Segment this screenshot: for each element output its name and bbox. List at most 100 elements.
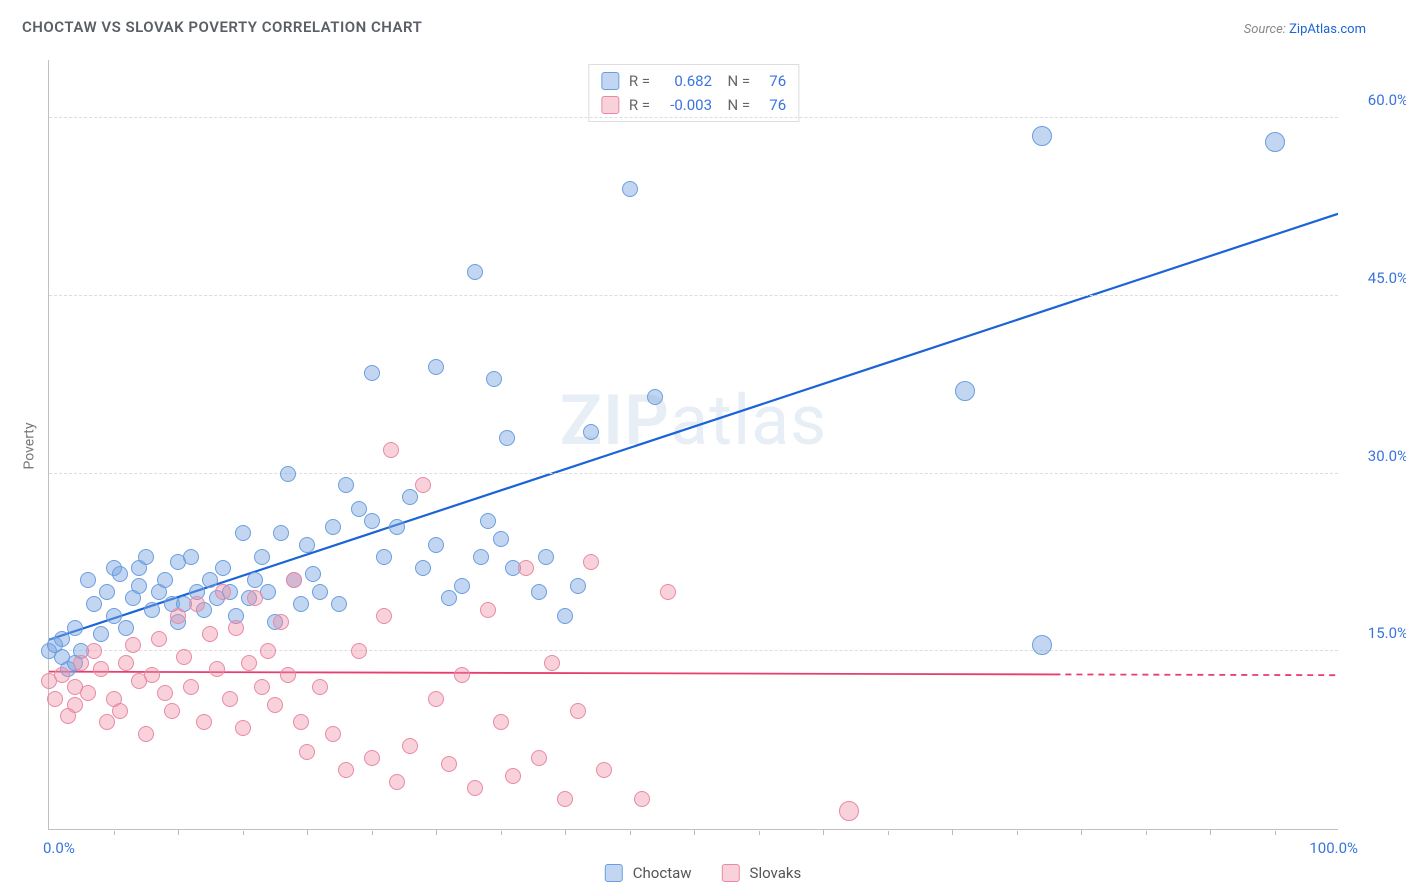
data-point [364, 513, 380, 529]
n-value: 76 [758, 69, 786, 93]
data-point [402, 489, 418, 505]
data-point [138, 549, 154, 565]
data-point [125, 637, 141, 653]
data-point [93, 661, 109, 677]
legend-swatch [722, 864, 740, 882]
data-point [112, 566, 128, 582]
data-point [273, 614, 289, 630]
source-link[interactable]: ZipAtlas.com [1289, 22, 1366, 37]
data-point [364, 365, 380, 381]
data-point [364, 750, 380, 766]
y-tick-label: 60.0% [1348, 91, 1406, 109]
data-point [428, 359, 444, 375]
gridline [49, 473, 1338, 474]
x-tick [1081, 829, 1082, 835]
data-point [544, 655, 560, 671]
data-point [376, 608, 392, 624]
y-axis-label: Poverty [22, 422, 38, 469]
x-tick [823, 829, 824, 835]
series-swatch [601, 96, 619, 114]
data-point [570, 578, 586, 594]
x-tick [1275, 831, 1276, 835]
data-point [499, 430, 515, 446]
x-tick [565, 829, 566, 835]
data-point [441, 590, 457, 606]
x-tick [759, 831, 760, 835]
data-point [1032, 126, 1052, 146]
data-point [570, 703, 586, 719]
data-point [293, 714, 309, 730]
r-value: -0.003 [658, 93, 712, 117]
chart-container: CHOCTAW VS SLOVAK POVERTY CORRELATION CH… [0, 0, 1406, 892]
data-point [293, 596, 309, 612]
data-point [376, 549, 392, 565]
data-point [538, 549, 554, 565]
gridline [49, 295, 1338, 296]
legend-swatch [605, 864, 623, 882]
stat-label: R = [629, 69, 650, 93]
x-tick [501, 831, 502, 835]
data-point [596, 762, 612, 778]
data-point [441, 756, 457, 772]
data-point [480, 513, 496, 529]
legend-item: Choctaw [605, 864, 692, 882]
data-point [647, 389, 663, 405]
data-point [254, 679, 270, 695]
data-point [247, 572, 263, 588]
data-point [351, 501, 367, 517]
data-point [583, 424, 599, 440]
data-point [280, 466, 296, 482]
data-point [486, 371, 502, 387]
x-tick [952, 829, 953, 835]
data-point [493, 531, 509, 547]
data-point [557, 608, 573, 624]
data-point [157, 572, 173, 588]
stats-row: R =-0.003 N =76 [601, 93, 786, 117]
data-point [170, 608, 186, 624]
x-tick [436, 829, 437, 835]
data-point [1032, 635, 1052, 655]
stat-label: R = [629, 93, 650, 117]
data-point [467, 780, 483, 796]
data-point [235, 525, 251, 541]
data-point [286, 572, 302, 588]
data-point [389, 774, 405, 790]
data-point [473, 549, 489, 565]
data-point [67, 620, 83, 636]
data-point [112, 703, 128, 719]
data-point [467, 264, 483, 280]
data-point [383, 442, 399, 458]
data-point [531, 584, 547, 600]
legend-item: Slovaks [722, 864, 802, 882]
data-point [299, 537, 315, 553]
data-point [402, 738, 418, 754]
data-point [80, 685, 96, 701]
data-point [247, 590, 263, 606]
data-point [86, 643, 102, 659]
data-point [209, 661, 225, 677]
data-point [196, 714, 212, 730]
data-point [202, 626, 218, 642]
data-point [228, 620, 244, 636]
correlation-stats-box: R =0.682 N =76R =-0.003 N =76 [588, 64, 799, 122]
gridline [49, 117, 1338, 118]
data-point [454, 578, 470, 594]
data-point [67, 697, 83, 713]
data-point [138, 726, 154, 742]
data-point [86, 596, 102, 612]
x-axis-label-left: 0.0% [43, 839, 75, 857]
data-point [176, 649, 192, 665]
data-point [634, 791, 650, 807]
x-tick [372, 831, 373, 835]
data-point [312, 584, 328, 600]
stat-label: N = [720, 69, 750, 93]
data-point [164, 703, 180, 719]
data-point [415, 560, 431, 576]
data-point [415, 477, 431, 493]
x-tick [1017, 831, 1018, 835]
data-point [389, 519, 405, 535]
data-point [99, 714, 115, 730]
data-point [273, 525, 289, 541]
data-point [215, 560, 231, 576]
data-point [325, 519, 341, 535]
